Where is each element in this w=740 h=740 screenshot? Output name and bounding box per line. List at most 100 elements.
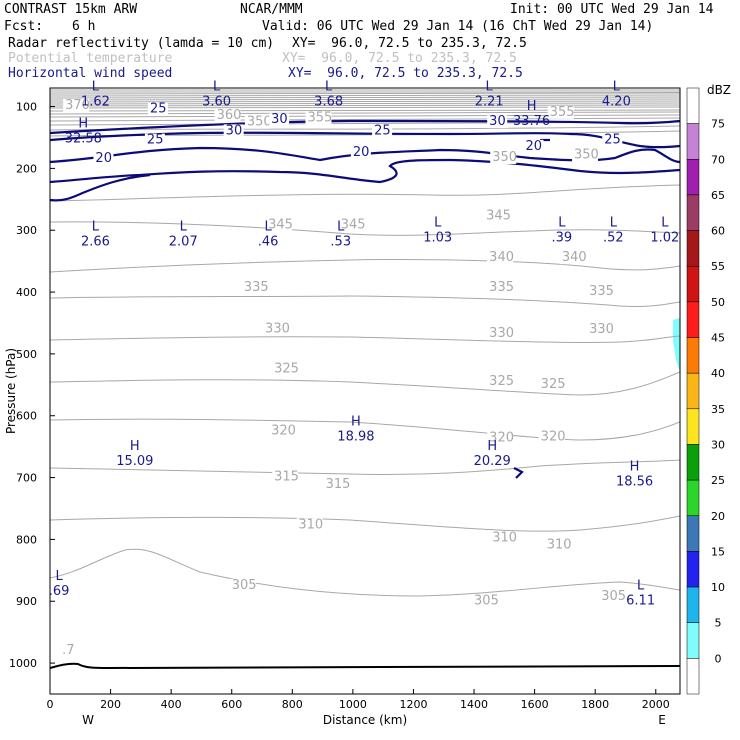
low-marker: L xyxy=(661,215,669,230)
x-tick-label: 1600 xyxy=(521,698,549,711)
x-tick-label: 1800 xyxy=(581,698,609,711)
y-axis-title: Pressure (hPa) xyxy=(4,348,18,434)
low-marker: L xyxy=(558,215,566,230)
theta-label: .7 xyxy=(62,643,74,658)
colorbar-swatch xyxy=(686,301,700,338)
colorbar-label: 25 xyxy=(711,474,725,487)
theta-label-bg xyxy=(472,594,499,608)
plot-frame xyxy=(49,87,681,695)
theta-label-bg xyxy=(323,478,350,492)
wind-label: 20 xyxy=(353,145,370,160)
colorbar-unit: dBZ xyxy=(707,83,731,97)
theta-label-bg xyxy=(538,430,565,444)
extremum-value: 6.11 xyxy=(626,593,655,608)
colorbar-swatch xyxy=(686,658,700,695)
field-name-theta: Potential temperature xyxy=(8,51,173,66)
colorbar-swatch xyxy=(686,265,700,303)
theta-label: 350 xyxy=(492,150,517,165)
theta-label-bg xyxy=(269,424,296,438)
theta-label-bg xyxy=(487,280,514,294)
ground-surface xyxy=(50,662,680,670)
wind-label-bg xyxy=(350,146,371,160)
colorbar-swatch xyxy=(686,159,700,196)
center-name: NCAR/MMM xyxy=(240,2,303,17)
colorbar-swatch xyxy=(686,194,700,231)
init-time: Init: 00 UTC Wed 29 Jan 14 xyxy=(510,2,714,17)
low-marker: L xyxy=(55,569,63,584)
wind-label-bg xyxy=(602,133,623,147)
low-marker: L xyxy=(264,220,272,235)
colorbar-label: 35 xyxy=(711,403,725,416)
extremum-value: .52 xyxy=(603,230,624,245)
low-marker: L xyxy=(637,578,645,593)
extremum-value: .39 xyxy=(552,230,573,245)
theta-label: 335 xyxy=(589,284,614,299)
wind-label-bg xyxy=(372,124,393,138)
colorbar-swatch xyxy=(686,479,700,517)
wind-label: 25 xyxy=(147,133,164,148)
y-axis: 100 200 300 400 500 600 700 800 900 1000 xyxy=(9,101,55,670)
theta-label: 355 xyxy=(307,110,332,125)
wind-label-bg xyxy=(487,115,508,129)
theta-label: 360 xyxy=(217,108,242,123)
valid-time: Valid: 06 UTC Wed 29 Jan 14 (16 ChT Wed … xyxy=(262,19,654,34)
extremum-value: 32.58 xyxy=(65,131,102,146)
extremum-value: 18.56 xyxy=(616,475,653,490)
wind-label: 20 xyxy=(526,139,543,154)
wind-label-bg xyxy=(93,152,114,166)
field-name-reflectivity: Radar reflectivity (lamda = 10 cm) xyxy=(8,36,275,51)
y-tick-label: 600 xyxy=(16,410,37,423)
theta-label-bg xyxy=(272,362,299,376)
x-tick-label: 400 xyxy=(161,698,182,711)
colorbar-swatch xyxy=(686,372,700,410)
extremum-value: 33.76 xyxy=(513,114,550,129)
colorbar-swatch xyxy=(686,337,700,374)
theta-label: 350 xyxy=(574,147,599,162)
x-tick-label: 2000 xyxy=(642,698,670,711)
low-marker: L xyxy=(92,79,100,94)
x-tick-label: 200 xyxy=(100,698,121,711)
extremum-value: 3.60 xyxy=(202,94,231,109)
fcst-label: Fcst: xyxy=(4,19,44,34)
y-tick-label: 500 xyxy=(16,348,37,361)
high-marker: H xyxy=(130,439,140,454)
theta-label: 320 xyxy=(541,429,566,444)
theta-label-bg xyxy=(484,209,511,223)
colorbar-label: 70 xyxy=(711,153,725,166)
wind-label: 25 xyxy=(604,133,621,148)
theta-label-bg xyxy=(490,150,517,164)
wind-label-bg xyxy=(144,133,165,147)
theta-label: 345 xyxy=(268,217,293,232)
theta-label: 340 xyxy=(489,250,514,265)
theta-label-bg xyxy=(559,251,586,265)
fcst-value: 6 h xyxy=(72,19,96,34)
colorbar-label: 5 xyxy=(715,617,722,630)
colorbar-swatch xyxy=(686,230,700,267)
theta-label-bg xyxy=(214,108,241,122)
low-marker: L xyxy=(325,79,333,94)
theta-label: 330 xyxy=(265,321,290,336)
theta-label-bg xyxy=(490,531,517,545)
high-marker: H xyxy=(487,439,497,454)
theta-label: 310 xyxy=(298,517,323,532)
model-title: CONTRAST 15km ARW xyxy=(4,2,138,17)
extremum-value: 1.62 xyxy=(81,94,110,109)
y-tick-label: 900 xyxy=(16,595,37,608)
low-marker: L xyxy=(613,79,621,94)
colorbar-label: 10 xyxy=(711,581,725,594)
theta-label: 345 xyxy=(486,209,511,224)
wind-label: 25 xyxy=(374,123,391,138)
theta-label-bg xyxy=(272,470,299,484)
extremum-value: .69 xyxy=(49,584,70,599)
extrema-labels: L1.62L3.60L3.68L2.21L4.20H32.58H33.76L2.… xyxy=(49,79,680,608)
wind-label-bg xyxy=(223,124,244,138)
theta-label: 330 xyxy=(589,322,614,337)
theta-contour-lines xyxy=(50,89,680,597)
extremum-value: .53 xyxy=(330,235,351,250)
theta-label: 325 xyxy=(274,361,299,376)
theta-label-bg xyxy=(547,105,574,119)
extremum-value: 2.21 xyxy=(475,94,504,109)
extremum-value: 18.98 xyxy=(337,429,374,444)
high-marker: H xyxy=(78,116,88,131)
